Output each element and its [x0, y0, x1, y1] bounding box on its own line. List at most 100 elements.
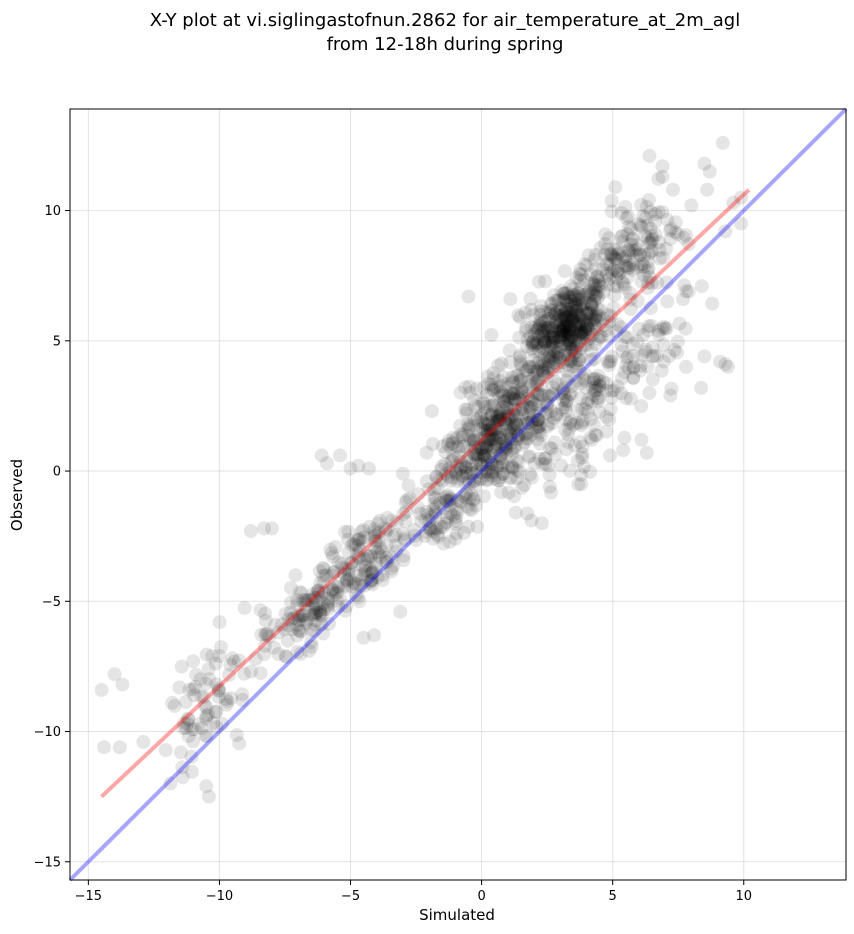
data-point	[350, 549, 365, 564]
data-point	[469, 431, 484, 446]
data-point	[464, 462, 479, 477]
data-point	[419, 474, 434, 489]
data-point	[570, 327, 585, 342]
data-point	[521, 450, 536, 465]
data-point	[567, 322, 582, 337]
data-point	[618, 249, 633, 264]
data-point	[486, 465, 500, 480]
data-point	[488, 422, 503, 436]
data-point	[524, 393, 539, 408]
data-point	[424, 509, 439, 524]
data-point	[549, 407, 564, 422]
data-point	[396, 548, 411, 563]
data-point	[568, 314, 583, 329]
data-point	[553, 339, 567, 353]
data-point	[578, 322, 593, 337]
data-point	[524, 470, 539, 485]
data-point	[557, 330, 571, 345]
data-point	[115, 677, 130, 692]
data-point	[508, 505, 523, 520]
data-point	[464, 466, 478, 481]
data-point	[557, 386, 572, 401]
data-point	[532, 319, 547, 334]
data-point	[449, 466, 464, 481]
data-point	[475, 441, 490, 456]
data-point	[453, 494, 468, 509]
chart-title: X-Y plot at vi.siglingastofnun.2862 for …	[150, 10, 740, 31]
x-axis-title: Simulated	[419, 906, 495, 924]
data-point	[375, 544, 390, 559]
data-point	[492, 473, 507, 488]
data-point	[570, 316, 585, 331]
data-point	[513, 350, 528, 365]
data-point	[475, 458, 490, 473]
data-point	[679, 284, 694, 299]
data-point	[380, 510, 395, 525]
data-point	[306, 623, 321, 638]
data-point	[337, 578, 352, 593]
data-point	[544, 342, 559, 357]
data-point	[437, 491, 452, 506]
data-point	[307, 606, 322, 621]
data-point	[620, 330, 635, 345]
data-point	[300, 612, 314, 627]
data-point	[562, 321, 577, 336]
data-point	[480, 432, 495, 447]
data-point	[475, 415, 490, 430]
data-point	[476, 448, 491, 463]
data-point	[296, 593, 311, 608]
data-point	[570, 324, 585, 339]
data-point	[548, 315, 563, 330]
data-point	[578, 287, 592, 302]
data-point	[426, 531, 441, 546]
data-point	[520, 389, 535, 403]
data-point	[333, 448, 347, 463]
data-point	[534, 326, 549, 341]
data-point	[560, 334, 575, 349]
data-point	[580, 305, 594, 320]
data-point	[556, 321, 571, 336]
data-point	[481, 418, 496, 433]
data-point	[610, 279, 625, 294]
data-point	[490, 410, 505, 425]
data-point	[620, 227, 635, 242]
data-point	[604, 204, 619, 219]
data-point	[590, 391, 605, 406]
data-point	[592, 382, 607, 397]
data-point	[493, 384, 508, 399]
data-point	[574, 317, 589, 332]
data-point	[502, 389, 516, 404]
data-point	[199, 728, 214, 743]
data-point	[622, 258, 636, 272]
data-point	[450, 493, 464, 508]
data-point	[601, 358, 616, 373]
data-point	[549, 315, 564, 330]
data-point	[523, 427, 538, 442]
data-point	[371, 534, 386, 549]
data-point	[589, 313, 604, 328]
data-point	[363, 562, 378, 577]
data-point	[581, 392, 596, 407]
data-point	[561, 333, 576, 348]
data-point	[535, 456, 550, 471]
data-point	[547, 302, 562, 317]
data-point	[435, 439, 450, 454]
data-point	[575, 450, 589, 465]
data-point	[577, 373, 592, 388]
data-point	[493, 413, 507, 428]
data-point	[453, 454, 468, 469]
data-point	[552, 317, 567, 332]
data-point	[574, 467, 589, 482]
data-point	[330, 599, 345, 614]
data-point	[468, 448, 482, 462]
data-point	[479, 464, 494, 479]
data-point	[554, 284, 569, 298]
x-tick-label: −15	[75, 889, 102, 904]
data-point	[573, 376, 588, 391]
data-point	[532, 451, 547, 466]
data-point	[485, 431, 500, 446]
data-point	[496, 466, 511, 481]
data-point	[262, 629, 277, 644]
data-point	[496, 394, 511, 409]
data-point	[592, 277, 607, 292]
